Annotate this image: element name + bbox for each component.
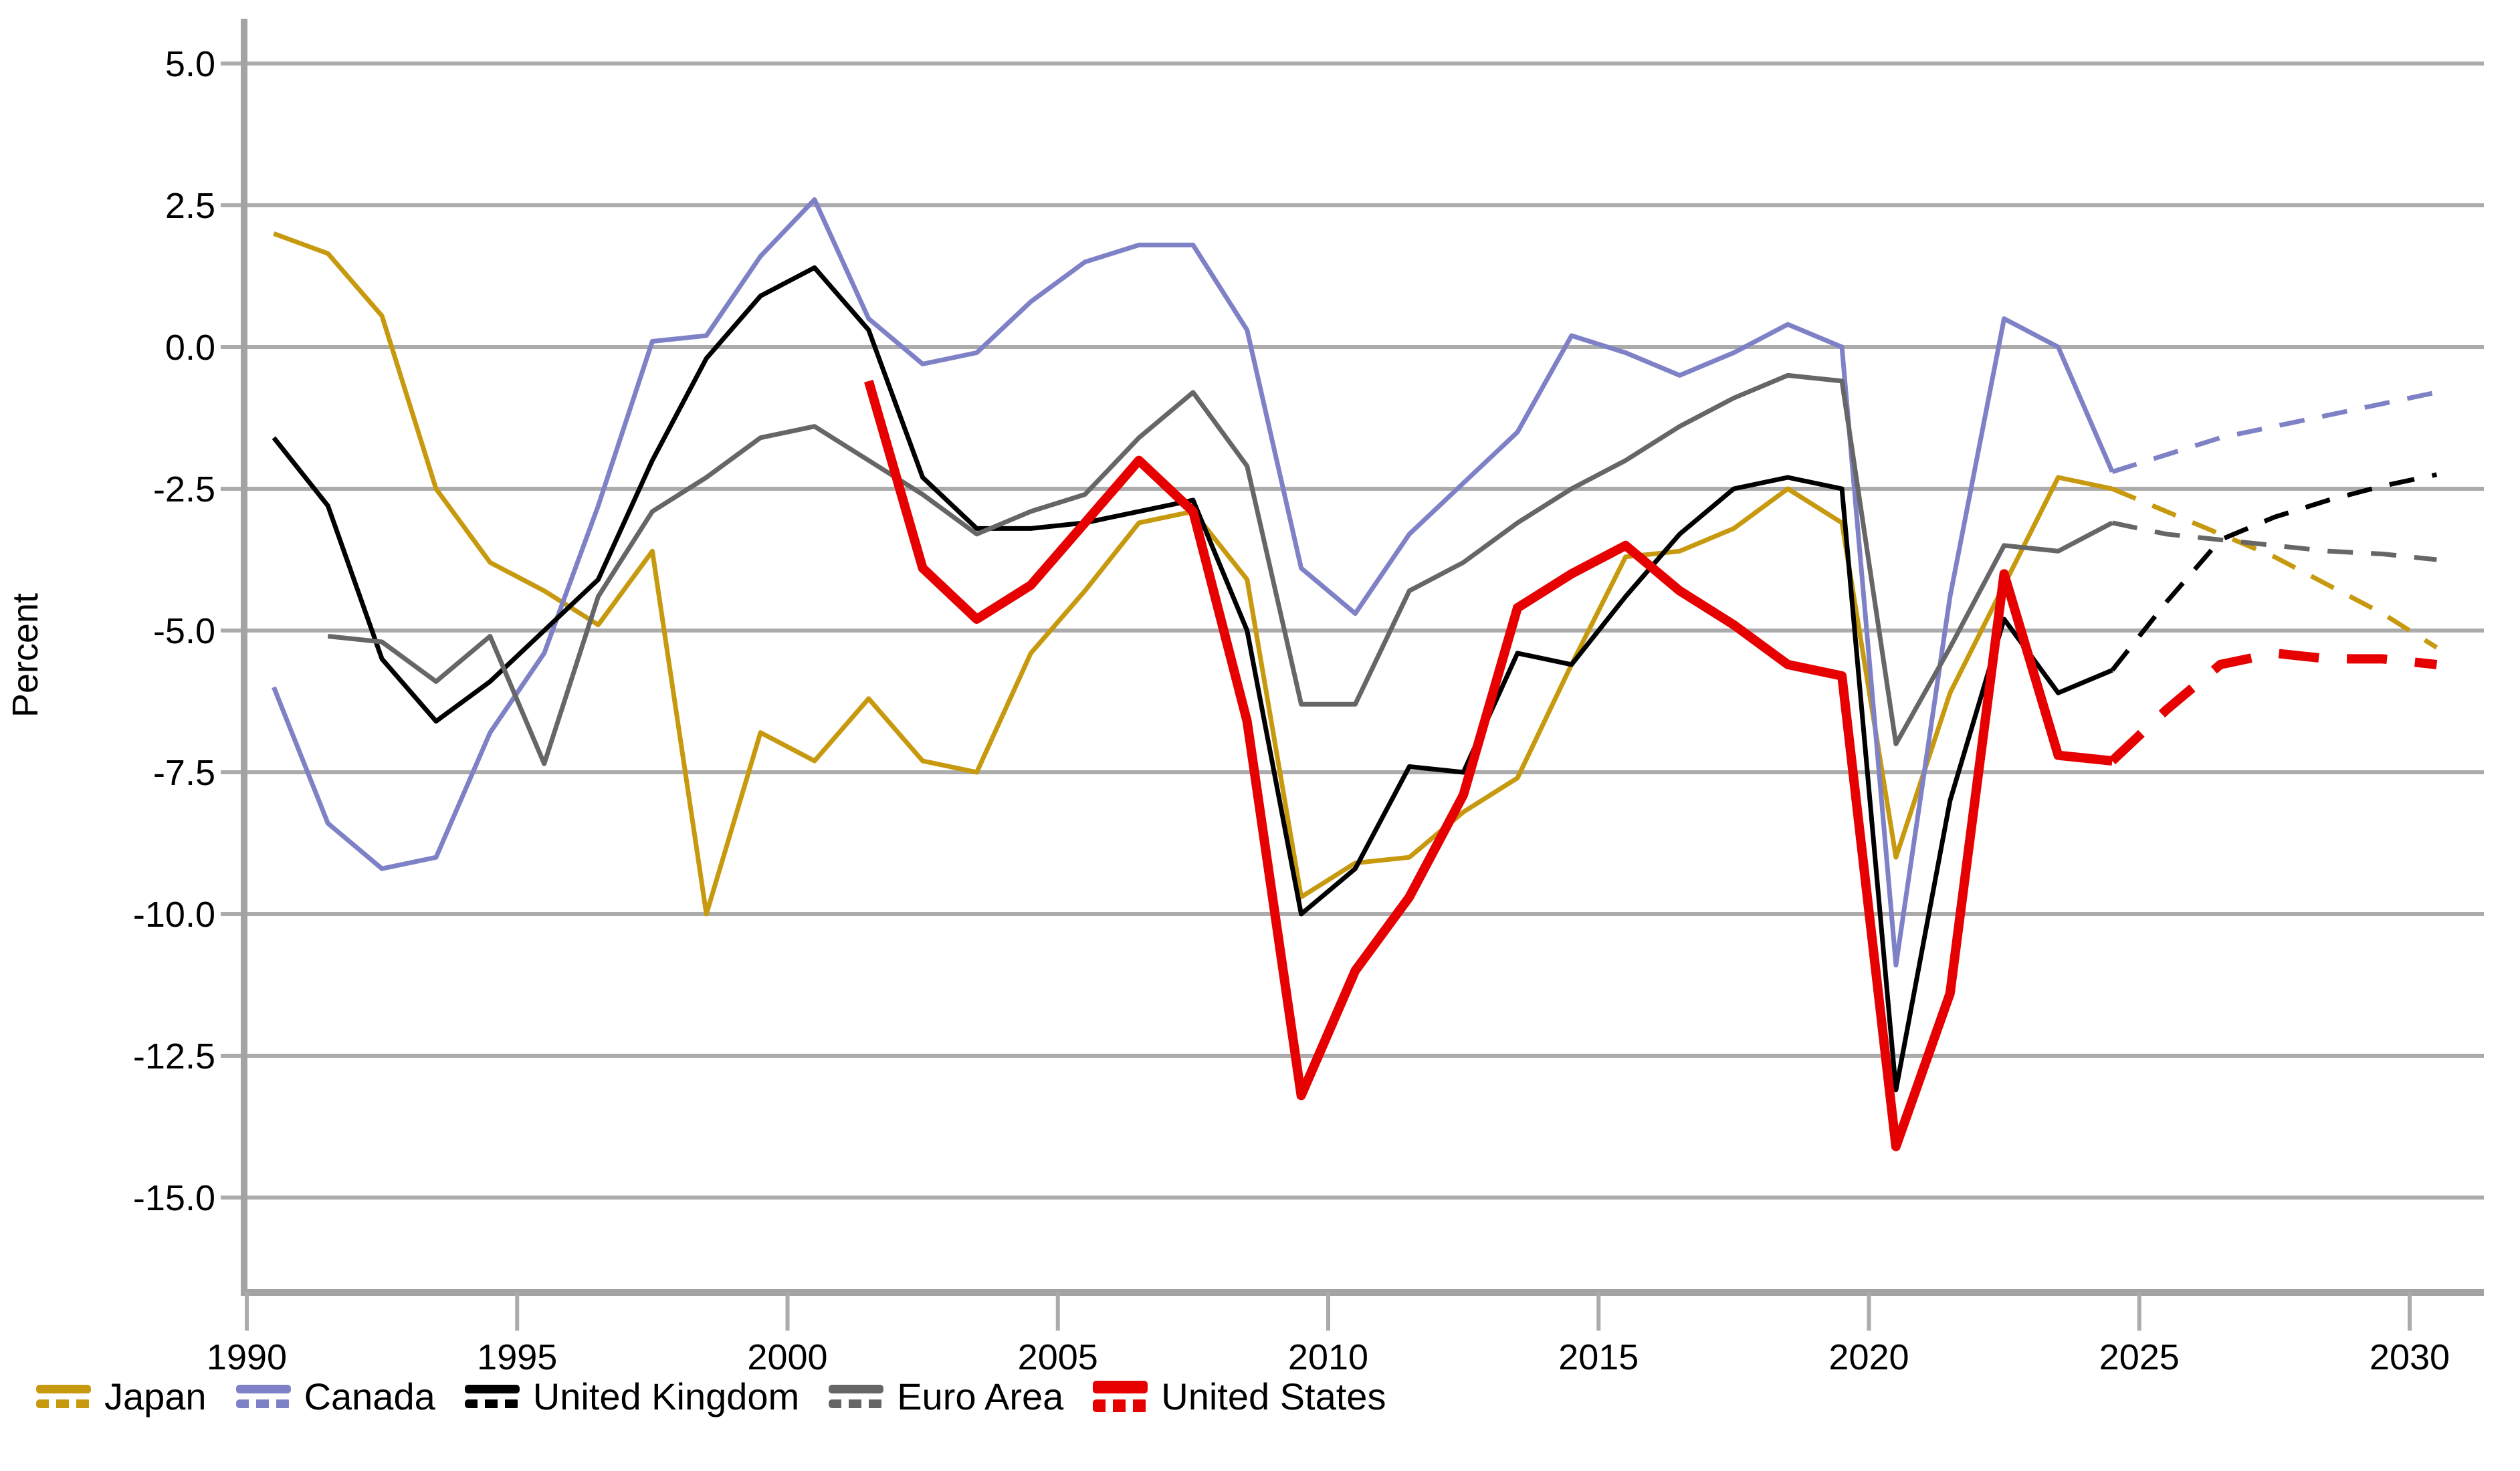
legend-swatch-united-kingdom: [464, 1385, 520, 1408]
legend-swatch-dashed-line: [1093, 1399, 1148, 1412]
legend-swatch-dashed-line: [235, 1399, 291, 1408]
y-axis-title: Percent: [5, 593, 45, 717]
y-tick-label: 2.5: [165, 186, 215, 226]
y-tick-label: -15.0: [133, 1178, 215, 1218]
chart-legend: Japan Canada United Kingdom Euro Area United…: [36, 1375, 1386, 1418]
series-projection-canada: [2111, 390, 2438, 474]
legend-item-japan: Japan: [36, 1375, 207, 1418]
legend-swatch-solid-line: [36, 1385, 91, 1393]
legend-swatch-dashed-line: [36, 1399, 91, 1408]
legend-label-united-kingdom: United Kingdom: [532, 1375, 800, 1418]
x-tick-label: 2020: [1828, 1337, 1909, 1377]
series-projection-united-kingdom: [2110, 472, 2438, 672]
y-tick-label: 5.0: [165, 44, 215, 84]
x-tick-label: 2025: [2099, 1337, 2180, 1377]
legend-swatch-euro-area: [829, 1385, 884, 1408]
series-line-united-kingdom: [272, 265, 2113, 1093]
y-tick-label: -10.0: [133, 895, 215, 935]
legend-swatch-solid-line: [235, 1385, 291, 1393]
x-tick-label: 2030: [2370, 1337, 2450, 1377]
series-line-euro-area: [327, 372, 2113, 766]
legend-swatch-japan: [36, 1385, 91, 1408]
x-tick-label: 1990: [207, 1337, 287, 1377]
legend-swatch-solid-line: [1093, 1381, 1148, 1393]
y-tick-label: -2.5: [153, 469, 215, 510]
series-projection-japan: [2111, 486, 2438, 650]
x-tick-label: 2010: [1288, 1337, 1368, 1377]
y-tick-label: 0.0: [165, 328, 215, 368]
x-axis-labels: 1990 1995 2000 2005 2010 2015 2020 2025 2030: [207, 1292, 2450, 1377]
x-tick-label: 1995: [477, 1337, 557, 1377]
legend-swatch-canada: [235, 1385, 291, 1408]
legend-swatch-dashed-line: [464, 1399, 520, 1408]
series-line-canada: [272, 197, 2115, 968]
series-line-japan: [273, 231, 2113, 917]
series-projection-euro-area: [2111, 520, 2437, 562]
legend-item-united-states: United States: [1093, 1375, 1386, 1418]
series-projection-united-states: [2109, 648, 2438, 765]
legend-swatch-solid-line: [464, 1385, 520, 1393]
legend-label-japan: Japan: [104, 1375, 207, 1418]
y-tick-label: -5.0: [153, 611, 215, 651]
x-tick-label: 2000: [747, 1337, 827, 1377]
legend-item-canada: Canada: [235, 1375, 435, 1418]
series-line-united-states: [864, 379, 2113, 1151]
y-axis-labels: 5.0 2.5 0.0 -2.5 -5.0 -7.5 -10.0 -12.5 -15.0: [133, 44, 215, 1218]
legend-swatch-solid-line: [829, 1385, 884, 1393]
legend-label-canada: Canada: [304, 1375, 435, 1418]
gridlines: [221, 62, 2484, 1200]
y-tick-label: -7.5: [153, 753, 215, 793]
legend-swatch-united-states: [1093, 1381, 1148, 1412]
y-tick-label: -12.5: [133, 1036, 215, 1077]
x-tick-label: 2015: [1558, 1337, 1639, 1377]
legend-label-euro-area: Euro Area: [897, 1375, 1064, 1418]
legend-swatch-dashed-line: [829, 1399, 884, 1408]
legend-item-united-kingdom: United Kingdom: [464, 1375, 800, 1418]
legend-item-euro-area: Euro Area: [829, 1375, 1063, 1418]
legend-label-united-states: United States: [1161, 1375, 1386, 1418]
x-tick-label: 2005: [1018, 1337, 1098, 1377]
